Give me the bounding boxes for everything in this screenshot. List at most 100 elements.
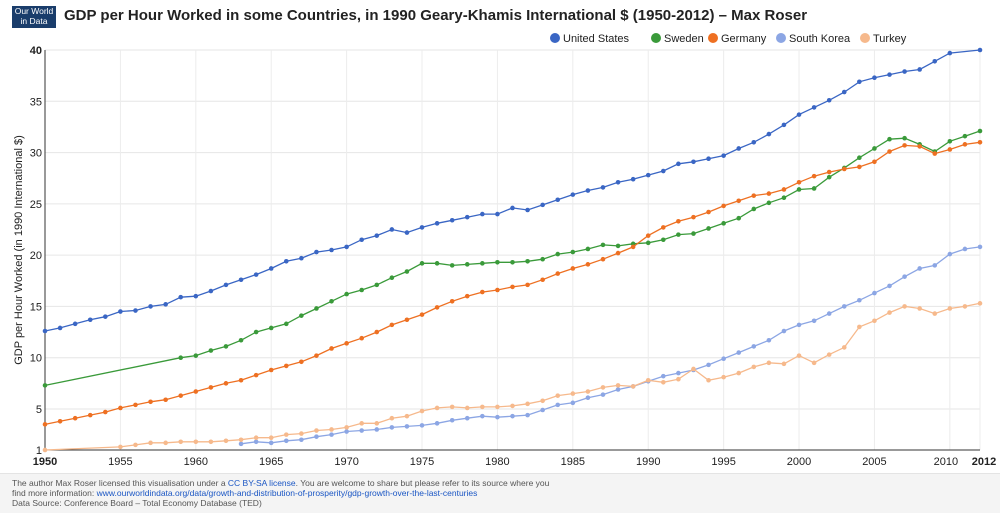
data-point-turkey [404, 413, 410, 419]
data-point-united-states [872, 75, 877, 80]
y-tick-label: 40 [30, 45, 42, 57]
data-point-south-korea [570, 400, 576, 406]
data-point-united-states [434, 221, 440, 226]
data-point-sweden [645, 240, 651, 246]
data-point-united-states [299, 255, 304, 261]
data-point-turkey [947, 306, 953, 311]
data-point-germany [736, 198, 742, 204]
data-point-south-korea [495, 414, 500, 420]
data-point-sweden [449, 263, 455, 268]
data-point-germany [751, 193, 757, 198]
data-point-sweden [434, 261, 440, 266]
legend-swatch-south-korea[interactable] [776, 33, 786, 43]
data-point-sweden [585, 246, 591, 252]
data-point-turkey [811, 360, 817, 366]
x-tick-label: 1960 [184, 456, 208, 468]
legend-swatch-germany[interactable] [708, 33, 718, 43]
data-point-south-korea [902, 274, 907, 279]
data-point-sweden [661, 237, 666, 243]
legend-label-united-states[interactable]: United States [563, 33, 630, 45]
series-line-sweden [44, 130, 981, 387]
data-point-turkey [645, 377, 651, 383]
data-point-germany [87, 412, 93, 418]
data-point-south-korea [600, 392, 606, 397]
data-point-turkey [163, 440, 168, 446]
data-point-sweden [540, 256, 545, 262]
legend-label-germany[interactable]: Germany [721, 33, 767, 45]
data-point-south-korea [887, 283, 892, 289]
data-point-south-korea [344, 429, 349, 434]
data-point-south-korea [826, 311, 832, 316]
x-tick-label: 2010 [934, 456, 958, 468]
data-point-united-states [781, 122, 787, 128]
data-point-germany [645, 233, 651, 238]
data-point-turkey [283, 432, 289, 437]
data-point-turkey [721, 374, 726, 380]
license-link[interactable]: CC BY-SA license [227, 478, 296, 488]
data-point-united-states [796, 112, 802, 117]
data-point-turkey [510, 403, 515, 409]
series-line-turkey [44, 302, 981, 451]
data-point-sweden [268, 325, 274, 331]
data-point-sweden [344, 291, 349, 297]
data-point-united-states [691, 159, 696, 165]
data-point-united-states [540, 202, 545, 208]
data-point-turkey [630, 384, 636, 389]
data-point-united-states [314, 249, 319, 255]
data-point-south-korea [917, 266, 922, 271]
y-tick-label: 1 [36, 445, 42, 457]
data-point-turkey [374, 421, 380, 426]
chart-title: GDP per Hour Worked in some Countries, i… [64, 7, 808, 24]
data-point-germany [118, 405, 123, 411]
data-point-turkey [42, 447, 48, 453]
data-point-turkey [329, 427, 334, 432]
data-point-united-states [977, 47, 983, 53]
data-point-south-korea [932, 263, 938, 268]
data-point-germany [344, 341, 349, 346]
data-point-united-states [857, 79, 862, 85]
legend-swatch-sweden[interactable] [651, 33, 661, 43]
data-point-germany [766, 191, 772, 196]
legend-swatch-united-states[interactable] [550, 33, 560, 43]
data-point-turkey [555, 393, 561, 398]
info-link[interactable]: www.ourworldindata.org/data/growth-and-d… [96, 488, 478, 498]
data-point-turkey [178, 439, 184, 445]
data-point-united-states [947, 50, 953, 56]
series-line-germany [44, 141, 981, 426]
data-point-sweden [977, 128, 983, 134]
data-point-turkey [902, 304, 907, 309]
data-point-germany [706, 209, 711, 215]
data-point-united-states [87, 317, 93, 323]
data-point-turkey [268, 435, 274, 440]
data-point-germany [932, 151, 938, 156]
data-point-germany [434, 305, 440, 310]
data-point-sweden [389, 275, 395, 280]
data-point-united-states [57, 325, 63, 331]
data-point-south-korea [977, 244, 983, 250]
legend-label-sweden[interactable]: Sweden [664, 33, 704, 45]
legend-label-south-korea[interactable]: South Korea [789, 33, 851, 45]
legend-label-turkey[interactable]: Turkey [873, 33, 907, 45]
data-point-sweden [253, 329, 259, 335]
data-point-south-korea [676, 370, 681, 376]
y-tick-label: 5 [36, 404, 42, 416]
info-text-prefix: find more information: [12, 488, 97, 498]
data-point-turkey [314, 428, 319, 433]
data-point-turkey [208, 439, 214, 445]
data-point-sweden [887, 136, 892, 142]
x-tick-label: 1995 [711, 456, 735, 468]
data-point-turkey [962, 304, 968, 309]
data-point-south-korea [419, 423, 425, 428]
data-point-germany [887, 149, 892, 154]
data-point-sweden [193, 353, 199, 358]
y-axis-label: GDP per Hour Worked (in 1990 Internation… [13, 135, 25, 365]
data-point-germany [796, 180, 802, 185]
data-point-south-korea [374, 427, 380, 432]
data-point-united-states [721, 153, 726, 158]
owid-logo[interactable]: Our World in Data [12, 6, 56, 28]
data-point-sweden [872, 146, 877, 151]
data-point-sweden [736, 215, 742, 221]
data-point-united-states [223, 282, 229, 288]
data-point-germany [359, 335, 364, 341]
legend-swatch-turkey[interactable] [860, 33, 870, 43]
